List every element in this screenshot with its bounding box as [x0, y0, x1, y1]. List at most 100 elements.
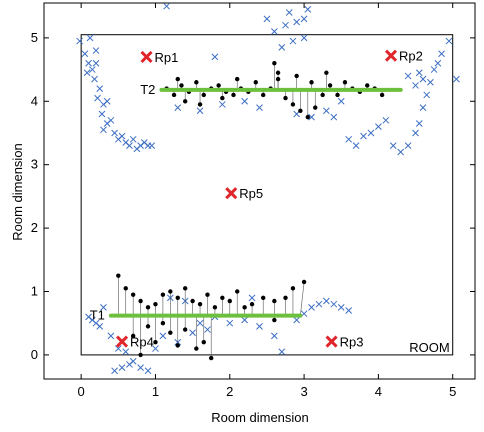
blue-cross-point [256, 104, 263, 111]
blue-cross-point [86, 34, 94, 42]
blue-cross-point [337, 97, 345, 105]
blue-cross-point [271, 332, 278, 340]
blue-cross-point [404, 142, 412, 150]
black-dot-point [123, 286, 128, 291]
black-dot-point [365, 83, 370, 88]
dot-link-line [300, 281, 305, 316]
ref-point-label: Rp2 [399, 49, 423, 64]
track-label-t1: T1 [90, 308, 105, 323]
black-dot-point [175, 295, 180, 301]
blue-cross-point [204, 326, 211, 333]
black-dot-point [253, 80, 258, 85]
blue-cross-point [100, 303, 107, 311]
blue-cross-point [76, 37, 84, 45]
blue-cross-point [360, 132, 367, 140]
black-dot-point [227, 298, 232, 304]
blue-cross-point [397, 148, 405, 156]
black-dot-point [175, 76, 180, 82]
blue-cross-point [88, 66, 96, 73]
blue-cross-point [419, 75, 427, 83]
black-dot-point [212, 305, 218, 310]
blue-cross-point [389, 142, 397, 150]
blue-cross-point [83, 69, 91, 77]
blue-cross-point [111, 367, 118, 375]
blue-cross-point [174, 104, 182, 111]
blue-cross-point [118, 132, 126, 140]
black-dot-point [272, 317, 277, 323]
y-tick-label: 5 [31, 30, 38, 45]
black-dot-point [342, 80, 348, 85]
black-dot-point [171, 92, 177, 98]
blue-cross-point [289, 37, 297, 45]
blue-cross-point [103, 97, 111, 105]
x-tick-label: 5 [449, 384, 456, 399]
blue-cross-point [226, 319, 234, 327]
room-rect [80, 34, 454, 356]
x-axis-ticks: 0 1 2 3 4 5 [78, 3, 456, 399]
ref-point-label: Rp1 [155, 50, 179, 65]
blue-cross-point [323, 297, 330, 305]
blue-cross-point [126, 142, 133, 150]
blue-cross-point [114, 345, 122, 352]
black-dot-point [197, 102, 203, 107]
blue-cross-point [256, 323, 263, 330]
blue-cross-point [96, 85, 104, 92]
blue-cross-point [85, 59, 92, 67]
blue-cross-point [163, 2, 170, 10]
black-dot-point [335, 92, 340, 98]
black-dot-point [231, 92, 236, 98]
black-dot-point [116, 273, 121, 278]
blue-cross-point [85, 313, 92, 321]
black-dot-point [153, 301, 158, 307]
blue-cross-point [107, 116, 115, 124]
blue-cross-point [434, 59, 442, 67]
black-dot-point [275, 70, 281, 75]
black-dot-point [379, 92, 385, 98]
black-dot-point [168, 289, 173, 294]
blue-cross-point [315, 300, 323, 308]
x-tick-label: 2 [226, 384, 233, 399]
black-dot-point [261, 295, 266, 301]
ref-point-rp1: Rp1 [140, 50, 179, 65]
blue-cross-point [412, 82, 419, 89]
black-dot-point [220, 95, 225, 101]
blue-cross-point [304, 5, 312, 13]
blue-cross-point [278, 44, 286, 51]
y-tick-label: 1 [31, 283, 38, 298]
ref-point-label: Rp5 [239, 186, 263, 201]
reference-points: Rp1 Rp2 Rp3 Rp4 Rp5 [115, 49, 423, 350]
black-dot-point [320, 92, 325, 98]
black-dot-point [130, 292, 136, 297]
y-tick-label: 3 [31, 157, 38, 172]
black-dot-point [242, 305, 247, 310]
blue-cross-point [345, 307, 353, 314]
blue-cross-point [196, 107, 204, 115]
blue-cross-point [300, 34, 308, 42]
blue-cross-point [423, 91, 431, 99]
blue-cross-point [94, 94, 101, 102]
blue-cross-point [404, 72, 412, 80]
room-boundary: ROOM [80, 34, 454, 356]
y-axis-ticks: 0 1 2 3 4 5 [31, 30, 475, 362]
room-label: ROOM [409, 340, 449, 355]
blue-cross-point [189, 329, 196, 337]
black-dot-point [160, 321, 166, 326]
y-tick-label: 4 [31, 93, 38, 108]
blue-cross-point [415, 69, 423, 77]
blue-cross-point [345, 135, 353, 143]
x-tick-label: 0 [78, 384, 85, 399]
blue-cross-point [352, 142, 360, 150]
blue-cross-point [430, 66, 438, 73]
blue-cross-point [148, 142, 156, 150]
black-dot-point [272, 298, 277, 304]
blue-cross-point [107, 332, 115, 340]
black-dot-point [249, 301, 255, 307]
black-dot-point [145, 305, 151, 310]
blue-cross-point [129, 135, 137, 143]
blue-cross-point [122, 348, 130, 356]
black-dot-point [216, 83, 221, 88]
black-dot-point [201, 340, 206, 345]
tracks: T1 T2 [90, 82, 403, 323]
black-dot-point [179, 83, 184, 88]
